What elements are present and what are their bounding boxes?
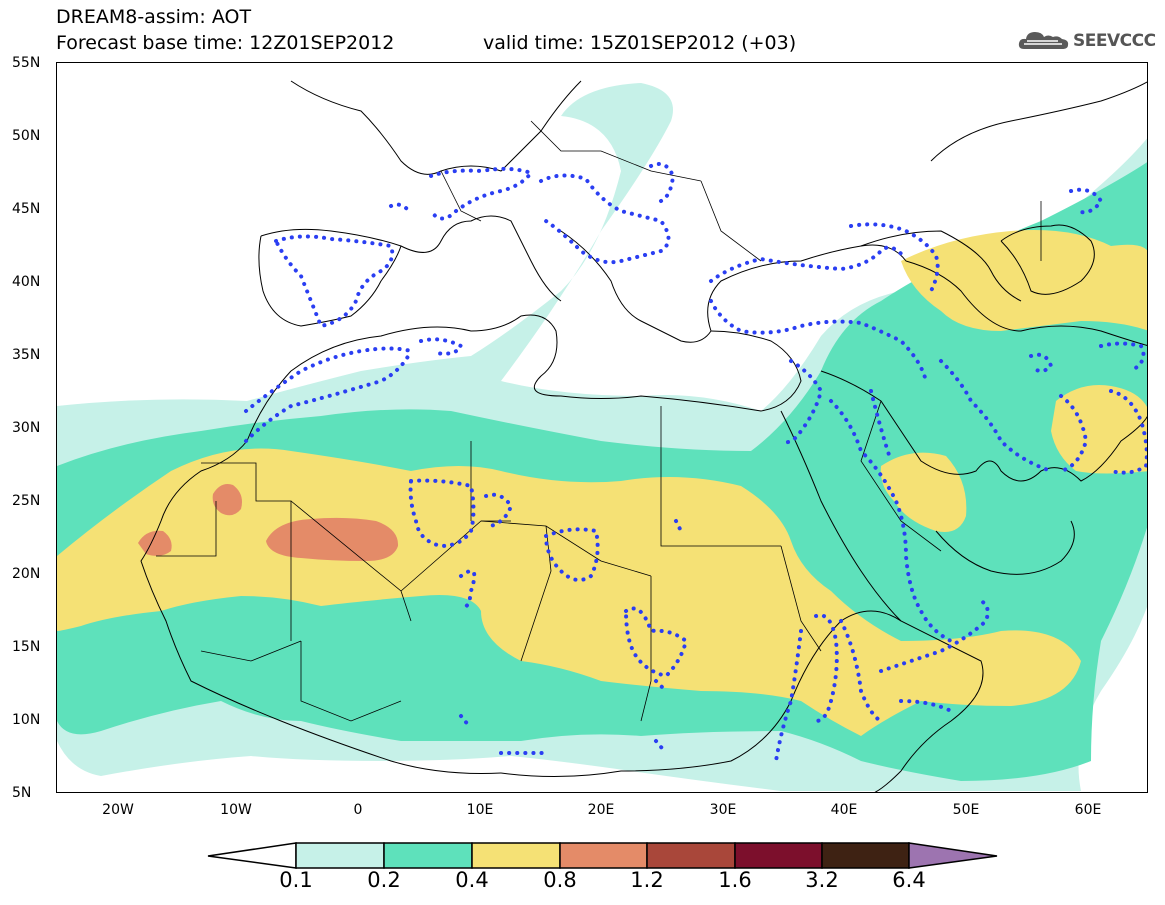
colorbar-bin-3-2	[821, 842, 910, 869]
colorbar-bin-0-8	[559, 842, 648, 869]
colorbar-min-arrow	[207, 842, 297, 869]
lon-label-0: 0	[353, 802, 363, 818]
colorbar-bin-1-2	[646, 842, 736, 869]
lon-label-30e: 30E	[709, 802, 737, 818]
lon-label-20w: 20W	[102, 802, 134, 818]
colorbar-label-0-2: 0.2	[367, 868, 401, 892]
country-borders	[156, 120, 1042, 722]
aot-band-0-4-gulf	[1051, 385, 1147, 474]
lat-label-30n: 30N	[12, 420, 41, 436]
lon-label-40e: 40E	[830, 802, 858, 818]
lat-label-50n: 50N	[12, 128, 41, 144]
aot-band-0-8-coast	[138, 530, 172, 556]
chart-title: DREAM8-assim: AOT	[56, 6, 252, 28]
lon-label-60e: 60E	[1074, 802, 1102, 818]
valid-time: valid time: 15Z01SEP2012 (+03)	[483, 32, 797, 54]
colorbar-bin-0-2	[383, 842, 473, 869]
colorbar-label-3-2: 3.2	[805, 868, 839, 892]
lat-label-5n: 5N	[12, 785, 32, 801]
colorbar-label-0-4: 0.4	[455, 868, 489, 892]
lon-label-10w: 10W	[220, 802, 252, 818]
aot-band-0-4-caspian	[901, 230, 1147, 331]
colorbar-label-1-2: 1.2	[630, 868, 664, 892]
colorbar-label-6-4: 6.4	[892, 868, 926, 892]
lat-label-35n: 35N	[12, 347, 41, 363]
aot-map	[57, 80, 1147, 792]
colorbar-bin-1-6	[734, 842, 823, 869]
lon-label-20e: 20E	[587, 802, 615, 818]
forecast-base-time: Forecast base time: 12Z01SEP2012	[56, 32, 395, 54]
lat-label-25n: 25N	[12, 493, 41, 509]
precip-contours	[244, 162, 1147, 763]
colorbar-bin-0-1	[295, 842, 385, 869]
cloud-icon	[1018, 32, 1069, 49]
lat-label-45n: 45N	[12, 201, 41, 217]
lon-label-50e: 50E	[952, 802, 980, 818]
lat-label-10n: 10N	[12, 712, 41, 728]
map-panel	[56, 62, 1148, 793]
lat-label-55n: 55N	[12, 55, 41, 71]
lon-label-10e: 10E	[466, 802, 494, 818]
lat-label-40n: 40N	[12, 274, 41, 290]
lat-label-20n: 20N	[12, 566, 41, 582]
colorbar-label-0-8: 0.8	[543, 868, 577, 892]
aot-colorbar	[207, 842, 998, 869]
aot-band-0-8-mauritania	[212, 484, 242, 516]
seevccc-logo: SEEVCCC	[1018, 28, 1156, 54]
colorbar-label-0-1: 0.1	[279, 868, 313, 892]
colorbar-max-arrow	[908, 842, 998, 869]
lat-label-15n: 15N	[12, 639, 41, 655]
colorbar-label-1-6: 1.6	[718, 868, 752, 892]
colorbar-bin-0-4	[471, 842, 561, 869]
aot-band-0-8-sahara	[266, 517, 399, 561]
logo-text: SEEVCCC	[1073, 31, 1156, 51]
